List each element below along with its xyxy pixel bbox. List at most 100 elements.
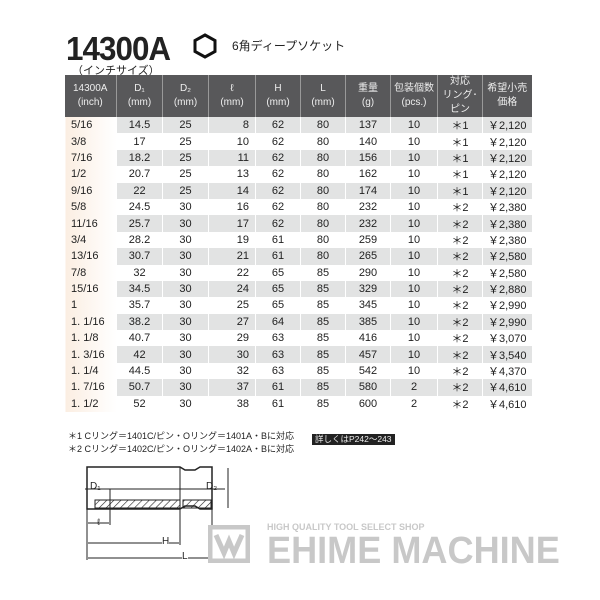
- more-info-badge: 詳しくはP242～243: [312, 434, 395, 445]
- table-cell: 290: [345, 264, 391, 281]
- table-cell: 10: [208, 133, 256, 150]
- table-cell: 65: [255, 264, 301, 281]
- table-cell: 28.2: [116, 231, 163, 249]
- table-row: 15/16 34.5 30 24 65 85 329 10 ＊2 ￥2,880: [64, 280, 532, 298]
- table-cell: 19: [208, 231, 256, 249]
- table-cell: 85: [300, 395, 346, 413]
- table-cell: 80: [300, 215, 346, 232]
- table-cell: ￥2,580: [482, 264, 532, 281]
- table-cell: 85: [300, 379, 346, 396]
- spec-table: 14300A (inch) D₁ (mm) D₂ (mm) ℓ (mm) H (mm) L (mm) 重…: [64, 75, 532, 413]
- table-cell: ＊1: [437, 166, 483, 183]
- table-cell: 80: [300, 231, 346, 249]
- table-cell: ＊2: [437, 330, 483, 347]
- footnote-1: ＊1 Cリング＝1401C/ピン・Oリング＝1401A・Bに対応: [68, 431, 295, 441]
- table-cell: 15/16: [64, 280, 117, 298]
- table-cell: 457: [345, 346, 391, 363]
- column-header-line: H: [274, 83, 282, 94]
- table-cell: 265: [345, 248, 391, 265]
- table-cell: 14.5: [116, 117, 163, 134]
- table-row: 13/16 30.7 30 21 61 80 265 10 ＊2 ￥2,580: [64, 248, 532, 265]
- table-cell: 30: [162, 346, 209, 363]
- table-cell: 63: [255, 362, 301, 380]
- table-cell: ￥2,120: [482, 133, 532, 150]
- table-row: 9/16 22 25 14 62 80 174 10 ＊1 ￥2,120: [64, 182, 532, 199]
- label-d2: D₂: [206, 481, 218, 492]
- table-cell: 61: [255, 379, 301, 396]
- table-cell: 30: [162, 395, 209, 413]
- table-cell: 18.2: [116, 149, 163, 167]
- table-cell: 7/8: [64, 264, 117, 281]
- table-cell: 63: [255, 346, 301, 363]
- table-cell: 27: [208, 313, 256, 331]
- column-header-line: 包装個数: [394, 83, 434, 94]
- table-cell: 30.7: [116, 248, 163, 265]
- table-cell: 61: [255, 231, 301, 249]
- table-cell: 10: [390, 198, 438, 216]
- table-cell: 32: [116, 264, 163, 281]
- table-cell: ＊2: [437, 395, 483, 413]
- table-cell: 85: [300, 313, 346, 331]
- table-cell: 1. 1/16: [64, 313, 117, 331]
- column-header-line: ℓ: [230, 83, 234, 94]
- table-cell: 25: [162, 182, 209, 199]
- column-header: 14300A (inch): [64, 75, 117, 117]
- table-row: 1. 1/2 52 30 38 61 85 600 2 ＊2 ￥4,610: [64, 395, 532, 413]
- ehime-logo-icon: [208, 525, 250, 563]
- table-cell: 25: [162, 149, 209, 167]
- label-h: H: [162, 536, 170, 547]
- column-header: L (mm): [300, 75, 346, 117]
- table-cell: 85: [300, 346, 346, 363]
- table-cell: ￥2,580: [482, 248, 532, 265]
- table-cell: 25: [208, 297, 256, 314]
- table-cell: 80: [300, 198, 346, 216]
- table-cell: 1/2: [64, 166, 117, 183]
- table-cell: 385: [345, 313, 391, 331]
- table-cell: 80: [300, 133, 346, 150]
- table-cell: 61: [255, 395, 301, 413]
- table-cell: 17: [116, 133, 163, 150]
- table-cell: 65: [255, 297, 301, 314]
- column-header-line: D₁: [134, 83, 145, 94]
- table-cell: ￥4,610: [482, 379, 532, 396]
- table-cell: 232: [345, 215, 391, 232]
- column-header-line: D₂: [179, 83, 192, 94]
- table-cell: 345: [345, 297, 391, 314]
- table-cell: 10: [390, 133, 438, 150]
- table-cell: 35.7: [116, 297, 163, 314]
- table-cell: 30: [162, 330, 209, 347]
- table-cell: 85: [300, 280, 346, 298]
- column-header: H (mm): [255, 75, 301, 117]
- table-cell: 24.5: [116, 198, 163, 216]
- table-cell: ￥2,380: [482, 215, 532, 232]
- table-cell: 10: [390, 297, 438, 314]
- table-cell: 10: [390, 182, 438, 199]
- table-cell: ￥2,120: [482, 182, 532, 199]
- table-cell: 10: [390, 149, 438, 167]
- table-cell: 34.5: [116, 280, 163, 298]
- table-cell: 137: [345, 117, 391, 134]
- column-header-line: 価格: [497, 97, 518, 108]
- table-cell: ￥2,990: [482, 313, 532, 331]
- column-header-line: (mm): [266, 97, 290, 108]
- table-row: 3/8 17 25 10 62 80 140 10 ＊1 ￥2,120: [64, 133, 532, 150]
- table-cell: 61: [255, 248, 301, 265]
- table-cell: 1. 1/4: [64, 362, 117, 380]
- table-cell: ￥4,610: [482, 395, 532, 413]
- table-cell: 10: [390, 330, 438, 347]
- table-cell: 20.7: [116, 166, 163, 183]
- product-title: 14300A: [66, 30, 171, 67]
- table-row: 1. 3/16 42 30 30 63 85 457 10 ＊2 ￥3,540: [64, 346, 532, 363]
- table-row: 1. 1/4 44.5 30 32 63 85 542 10 ＊2 ￥4,370: [64, 362, 532, 380]
- table-cell: 80: [300, 182, 346, 199]
- table-cell: ＊2: [437, 297, 483, 314]
- table-cell: 22: [208, 264, 256, 281]
- table-cell: 162: [345, 166, 391, 183]
- table-cell: ＊1: [437, 182, 483, 199]
- table-cell: ＊2: [437, 198, 483, 216]
- table-cell: ＊1: [437, 133, 483, 150]
- column-header-line: (inch): [77, 97, 103, 108]
- column-header-line: 希望小売: [487, 83, 528, 94]
- table-cell: ＊2: [437, 264, 483, 281]
- column-header-line: 対応: [450, 76, 470, 87]
